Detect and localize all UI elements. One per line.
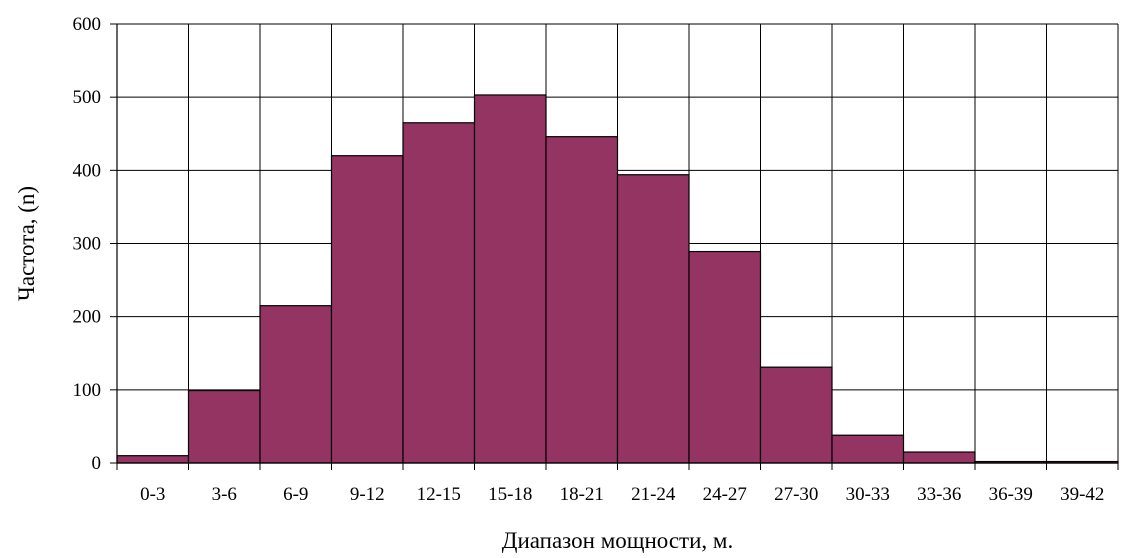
x-tick-label: 12-15 (417, 484, 461, 505)
bar (902, 451, 976, 464)
bar (473, 94, 547, 464)
x-tick-label: 27-30 (774, 484, 818, 505)
x-tick-labels: 0-3 3-6 6-9 9-12 12-15 15-18 18-21 21-24 24-27 27… (140, 484, 1104, 505)
y-tick-labels: 0 100 200 300 400 500 600 (73, 14, 102, 474)
bar (187, 389, 261, 464)
y-tick-label: 300 (73, 234, 102, 255)
x-tick-label: 15-18 (488, 484, 532, 505)
x-axis-title: Диапазон мощности, м. (502, 528, 733, 553)
x-tick-label: 6-9 (283, 484, 308, 505)
y-tick-label: 0 (92, 453, 102, 474)
bar (831, 434, 905, 464)
x-tick-label: 3-6 (212, 484, 237, 505)
x-tick-label: 30-33 (846, 484, 890, 505)
y-axis-title: Частота, (n) (14, 186, 39, 301)
bar (402, 122, 476, 464)
bar (545, 136, 619, 464)
y-tick-label: 200 (73, 307, 102, 328)
bar (259, 305, 333, 464)
x-tick-label: 39-42 (1060, 484, 1104, 505)
bars (116, 94, 1119, 464)
x-tick-label: 9-12 (350, 484, 385, 505)
x-tick-label: 0-3 (140, 484, 165, 505)
bar (330, 155, 404, 464)
bar (616, 174, 690, 464)
x-tick-label: 36-39 (989, 484, 1033, 505)
x-tick-label: 21-24 (631, 484, 676, 505)
y-tick-label: 500 (73, 87, 102, 108)
y-tick-label: 100 (73, 380, 102, 401)
bar (759, 366, 833, 464)
bar (116, 455, 190, 464)
y-tick-label: 600 (73, 14, 102, 35)
x-tick-label: 24-27 (703, 484, 747, 505)
x-tick-label: 33-36 (917, 484, 961, 505)
axes (110, 23, 1119, 470)
bar (688, 250, 762, 464)
y-tick-label: 400 (73, 160, 102, 181)
x-tick-label: 18-21 (560, 484, 604, 505)
